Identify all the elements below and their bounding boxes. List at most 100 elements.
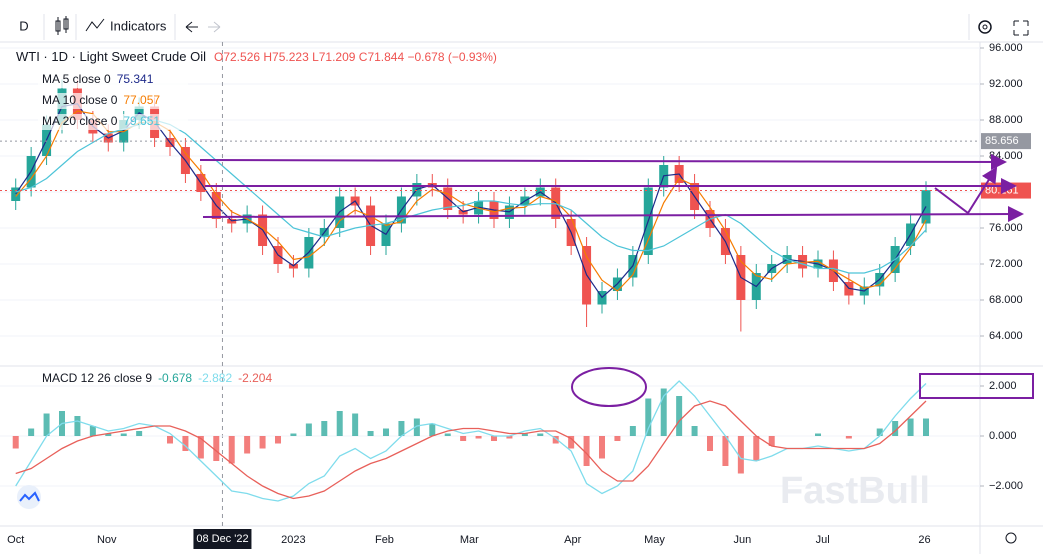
histogram-bar xyxy=(167,436,173,444)
histogram-bar xyxy=(506,436,513,439)
histogram-bar xyxy=(707,436,713,451)
histogram-bar xyxy=(275,436,281,444)
histogram-bar xyxy=(599,436,605,459)
y-tick-label: 2.000 xyxy=(989,380,1017,392)
histogram-bar xyxy=(120,433,127,436)
histogram-bar xyxy=(259,436,266,449)
histogram-bar xyxy=(676,396,683,436)
histogram-bar xyxy=(660,388,667,436)
histogram-bar xyxy=(228,436,235,464)
plot-area: 64.00068.00072.00076.00080.00084.00088.0… xyxy=(0,42,1031,549)
y-tick-label: 96.000 xyxy=(989,42,1023,54)
x-tick-label: Apr xyxy=(564,534,581,546)
histogram-bar xyxy=(43,413,50,436)
x-tick-label: May xyxy=(644,534,665,546)
x-tick-label: Nov xyxy=(97,534,117,546)
legend-entry: MA 5 close 0 75.341 xyxy=(42,72,154,86)
histogram-bar xyxy=(136,431,143,436)
histogram-bar xyxy=(907,418,914,436)
x-tick-label: Jun xyxy=(734,534,752,546)
legend-entry: MA 20 close 0 79.651 xyxy=(42,114,160,128)
histogram-bar xyxy=(645,398,652,436)
y-tick-label: −2.000 xyxy=(989,480,1023,492)
drawings xyxy=(199,153,1034,407)
histogram-bar xyxy=(429,423,436,436)
legend-value: 79.651 xyxy=(123,114,160,128)
histogram-bar xyxy=(367,431,374,436)
trend-line[interactable] xyxy=(199,153,1007,170)
redo[interactable] xyxy=(208,21,221,33)
crosshair-label: 08 Dec '22 xyxy=(196,533,248,545)
price-label: 85.656 xyxy=(985,135,1019,147)
fullscreen[interactable] xyxy=(1013,20,1029,36)
histogram-bar xyxy=(614,436,621,441)
x-tick-label: Mar xyxy=(460,534,479,546)
histogram-bar xyxy=(444,433,451,436)
watermark: FastBull xyxy=(780,470,930,512)
histogram-bar xyxy=(460,436,467,441)
indicator-line xyxy=(15,380,927,502)
legend-value: -0.678 xyxy=(158,371,192,385)
histogram-bar xyxy=(74,416,81,436)
macd-title: MACD 12 26 close 9 xyxy=(42,371,152,385)
price-label-box xyxy=(981,133,1031,150)
histogram-bar xyxy=(213,436,220,461)
histogram-bar xyxy=(197,436,204,459)
highlight-box[interactable] xyxy=(919,373,1034,399)
histogram-bar xyxy=(876,428,883,436)
histogram-bar xyxy=(521,433,528,436)
interval[interactable]: D xyxy=(19,18,28,33)
x-tick-label: Jul xyxy=(816,534,830,546)
histogram-bar xyxy=(12,436,19,449)
histogram-bar xyxy=(845,436,852,439)
histogram-bar xyxy=(568,436,575,449)
axis-settings[interactable] xyxy=(1005,532,1017,544)
chart-type-icon[interactable] xyxy=(55,16,69,35)
y-tick-label: 88.000 xyxy=(989,114,1023,126)
indicators-button[interactable]: Indicators xyxy=(110,18,167,33)
histogram-bar xyxy=(105,433,112,436)
histogram-bar xyxy=(923,418,929,436)
histogram-bar xyxy=(629,426,636,436)
histogram-bar xyxy=(815,433,821,436)
legend-header: WTI · 1D · Light Sweet Crude Oil O72.526 … xyxy=(16,49,497,64)
legend-name: MA 20 close 0 xyxy=(42,114,118,128)
histogram-bar xyxy=(352,413,359,436)
histogram-bar xyxy=(413,418,420,436)
y-tick-label: 84.000 xyxy=(989,150,1023,162)
symbol-title: WTI · 1D · Light Sweet Crude Oil xyxy=(16,49,206,64)
histogram-bar xyxy=(398,421,405,436)
highlight-ellipse[interactable] xyxy=(571,367,647,407)
settings[interactable] xyxy=(978,20,992,34)
x-tick-label: Oct xyxy=(7,534,24,546)
histogram-bar xyxy=(182,436,189,451)
histogram-bar xyxy=(475,436,482,439)
histogram-bar xyxy=(552,436,559,444)
indicator-line xyxy=(15,103,927,299)
histogram-bar xyxy=(28,428,35,436)
histogram-bar xyxy=(290,433,297,436)
trend-line[interactable] xyxy=(202,206,1024,223)
y-tick-label: 72.000 xyxy=(989,258,1023,270)
histogram-bar xyxy=(583,436,590,466)
histogram-bar xyxy=(722,436,729,466)
histogram-bar xyxy=(691,426,698,436)
undo[interactable] xyxy=(185,21,198,33)
indicators-icon[interactable] xyxy=(85,18,105,32)
legend-entry: MA 10 close 0 77.057 xyxy=(42,93,160,107)
histogram-bar xyxy=(768,436,775,446)
y-tick-label: 76.000 xyxy=(989,222,1023,234)
histogram-bar xyxy=(89,426,96,436)
histogram-bar xyxy=(244,436,251,454)
histogram-bar xyxy=(321,421,328,436)
settings-center xyxy=(982,24,988,30)
crosshair-label-box xyxy=(193,529,252,549)
interval-button[interactable] xyxy=(11,13,37,39)
histogram-bar xyxy=(336,411,343,436)
histogram-bar xyxy=(537,433,544,436)
projection-arrow[interactable] xyxy=(934,166,998,215)
y-tick-label: 64.000 xyxy=(989,330,1023,342)
